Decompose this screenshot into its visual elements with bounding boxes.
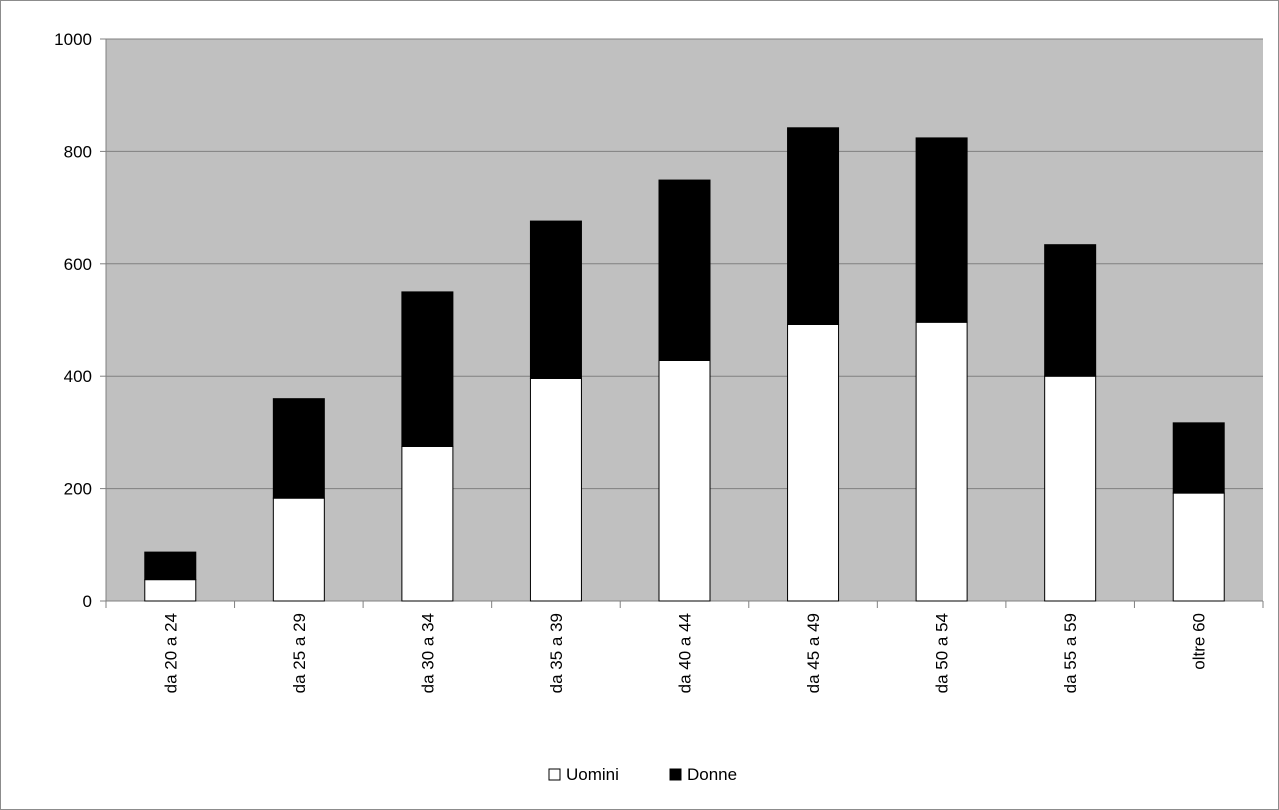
bar-uomini-3 [529,377,582,602]
x-tick-label: da 55 a 59 [1061,613,1080,693]
bar-uomini-7 [1044,375,1097,602]
bar-uomini-2 [401,445,454,602]
x-tick-label: da 25 a 29 [290,613,309,693]
x-tick-label: da 35 a 39 [547,613,566,693]
x-tick-label: da 40 a 44 [676,613,695,693]
bar-uomini-0 [144,579,197,602]
bar-donne-6 [915,137,968,323]
y-tick-label: 200 [64,480,92,499]
bar-uomini-6 [915,321,968,602]
x-tick-label: da 50 a 54 [933,613,952,693]
y-tick-label: 400 [64,367,92,386]
bar-donne-7 [1044,244,1097,377]
y-tick-label: 600 [64,255,92,274]
legend-swatch-donne [669,768,682,781]
bar-donne-2 [401,291,454,447]
bar-donne-4 [658,179,711,361]
x-tick-label: da 20 a 24 [161,613,180,693]
y-tick-label: 1000 [54,30,92,49]
legend-label-uomini: Uomini [566,765,619,784]
y-tick-label: 0 [83,592,92,611]
bar-donne-8 [1172,422,1225,494]
bar-uomini-8 [1172,492,1225,602]
x-tick-label: oltre 60 [1190,613,1209,670]
bar-uomini-4 [658,359,711,602]
legend-swatch-uomini [548,768,561,781]
y-tick-label: 800 [64,142,92,161]
legend-label-donne: Donne [687,765,737,784]
x-tick-label: da 45 a 49 [804,613,823,693]
bar-donne-3 [529,220,582,379]
bar-donne-5 [787,127,840,325]
bar-donne-0 [144,551,197,581]
bar-donne-1 [272,398,325,499]
bar-uomini-5 [787,323,840,602]
x-tick-label: da 30 a 34 [418,613,437,693]
bar-uomini-1 [272,497,325,602]
